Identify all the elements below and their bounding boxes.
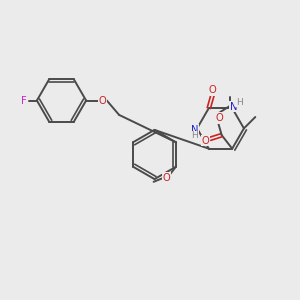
Text: O: O — [208, 85, 216, 95]
Text: F: F — [21, 95, 27, 106]
Text: H: H — [236, 98, 242, 106]
Text: O: O — [215, 113, 223, 123]
Text: O: O — [99, 95, 106, 106]
Text: O: O — [201, 136, 209, 146]
Text: N: N — [230, 102, 238, 112]
Text: H: H — [191, 131, 198, 140]
Text: O: O — [162, 173, 170, 183]
Text: N: N — [191, 125, 199, 135]
